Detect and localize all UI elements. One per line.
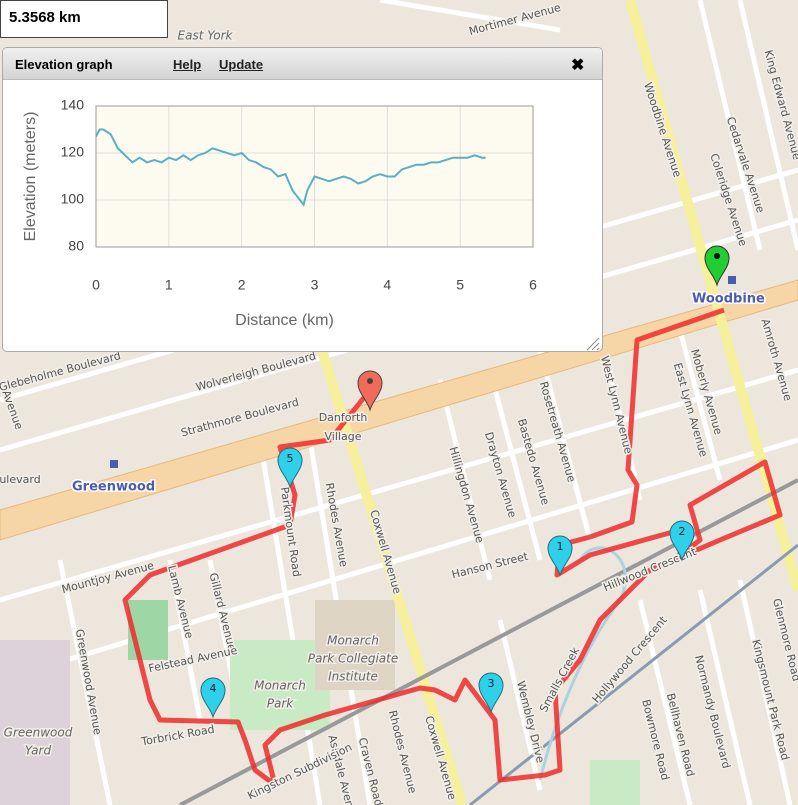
- park: [590, 760, 640, 805]
- waypoint-marker: [277, 447, 303, 489]
- waypoint-label: 3: [488, 677, 495, 690]
- x-tick-label: 5: [456, 277, 464, 293]
- start-marker[interactable]: [704, 245, 730, 287]
- x-tick-label: 0: [92, 277, 100, 293]
- end-marker[interactable]: [357, 370, 383, 412]
- street: [597, 329, 643, 501]
- street-label: Monarch: [254, 679, 306, 693]
- street: [677, 329, 723, 481]
- street-label: Yard: [25, 744, 52, 758]
- y-tick-label: 140: [61, 97, 85, 113]
- marker-dot: [714, 253, 720, 259]
- marker-dot: [367, 378, 373, 384]
- street: [437, 379, 493, 581]
- markers: 1 2 3 4 5: [200, 245, 730, 719]
- x-tick-label: 1: [165, 277, 173, 293]
- help-link[interactable]: Help: [173, 57, 202, 72]
- street-label: East York: [178, 29, 234, 43]
- waypoint-label: 2: [679, 525, 686, 538]
- x-tick-label: 6: [529, 277, 537, 293]
- street: [57, 559, 113, 805]
- update-link[interactable]: Update: [219, 57, 264, 72]
- x-tick-label: 3: [311, 277, 319, 293]
- x-tick-label: 2: [238, 277, 246, 293]
- park: [230, 640, 330, 730]
- street: [697, 0, 763, 251]
- resize-handle: [586, 337, 600, 351]
- street: [737, 0, 798, 251]
- station-icon: [728, 276, 736, 284]
- street: [257, 439, 323, 805]
- street-label: ulevard: [0, 473, 41, 486]
- x-tick-label: 4: [383, 277, 391, 293]
- elevation-line: [95, 128, 486, 207]
- rail-yard: [0, 640, 70, 805]
- railway: [179, 478, 798, 805]
- school: [315, 600, 395, 690]
- station-icon: [110, 460, 118, 468]
- station-label: Greenwood: [72, 480, 155, 495]
- coxwell-avenue: [317, 348, 467, 805]
- street: [697, 589, 753, 805]
- street-label: Institute: [328, 670, 378, 684]
- street: [487, 369, 543, 561]
- street-label: Monarch: [327, 634, 379, 648]
- waypoint-label: 5: [287, 452, 294, 465]
- y-tick-label: 80: [68, 238, 84, 254]
- street-label: Village: [325, 430, 362, 443]
- street-label: Danforth: [319, 411, 368, 424]
- woodbine-avenue: [625, 0, 798, 592]
- route: [122, 307, 783, 788]
- waypoint-label: 1: [557, 540, 564, 553]
- waypoint-marker: [669, 520, 695, 562]
- plot-frame: [95, 105, 534, 248]
- distance-box: 5.3568 km: [0, 0, 168, 38]
- y-tick-label: 120: [61, 144, 85, 160]
- street-label: Park: [267, 697, 295, 711]
- street: [537, 349, 593, 541]
- street: [737, 579, 793, 805]
- street: [497, 619, 543, 791]
- station-label: Woodbine: [692, 292, 765, 307]
- panel-header: Elevation graph Help Update ✖: [3, 48, 602, 80]
- y-tick-label: 100: [61, 191, 85, 207]
- waypoint-marker: [478, 672, 504, 714]
- street-label: Park Collegiate: [308, 652, 398, 666]
- street: [0, 367, 798, 603]
- street: [379, 0, 561, 33]
- street: [637, 599, 693, 805]
- elevation-panel: Elevation graph Help Update ✖ 0 1 2 3 4 5 6 80 1…: [2, 47, 603, 352]
- transit-line: [469, 543, 798, 805]
- elevation-chart: 0 1 2 3 4 5 6 80 100 120 140 Distance (km) Elevation…: [22, 97, 600, 351]
- waypoint-label: 4: [210, 682, 217, 695]
- street: [167, 559, 203, 721]
- street-label: Greenwood: [4, 726, 73, 740]
- waypoint-marker: [200, 677, 226, 719]
- panel-title: Elevation graph: [15, 57, 113, 72]
- close-button[interactable]: ✖: [571, 57, 585, 74]
- waypoint-marker: [547, 535, 573, 577]
- y-axis-label: Elevation (meters): [22, 112, 39, 242]
- x-axis-label: Distance (km): [235, 312, 334, 329]
